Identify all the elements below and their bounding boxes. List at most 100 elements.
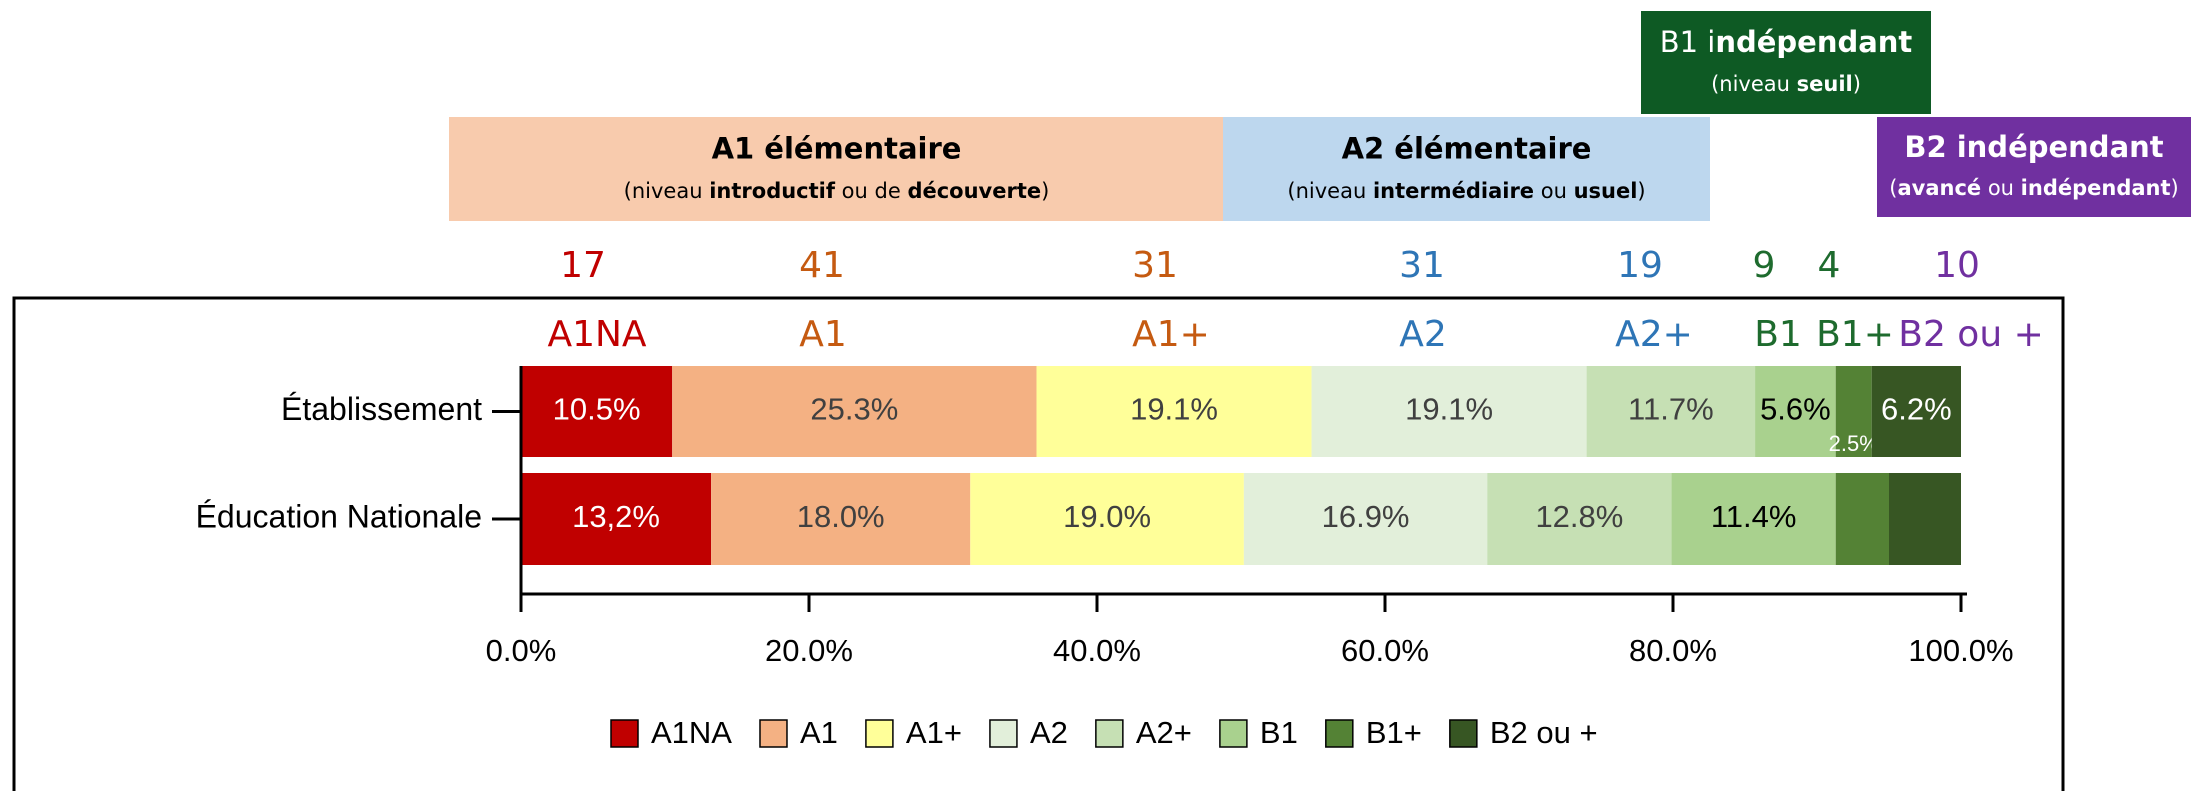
count-label: 10 bbox=[1934, 245, 1980, 286]
bar-segment bbox=[970, 473, 1244, 565]
legend-swatch bbox=[759, 719, 788, 748]
legend-swatch bbox=[1219, 719, 1248, 748]
bar-segment bbox=[672, 366, 1037, 457]
count-label: 31 bbox=[1132, 245, 1178, 286]
value-label: 16.9% bbox=[1322, 499, 1410, 534]
banner-text-part: ndépendant bbox=[1715, 25, 1912, 59]
bar-segment bbox=[1755, 366, 1836, 457]
legend-swatch bbox=[1095, 719, 1124, 748]
level-label: A2+ bbox=[1615, 314, 1693, 355]
banner-text-part: indépendant bbox=[2021, 176, 2171, 200]
banner-text-part: ou de bbox=[835, 179, 907, 203]
legend-label: B2 ou + bbox=[1490, 715, 1598, 750]
banner-title: B2 indépendant bbox=[1904, 130, 2163, 164]
banner-text-part: (niveau bbox=[624, 179, 710, 203]
banner-subtitle: (avancé ou indépendant) bbox=[1889, 176, 2178, 200]
legend-label: B1+ bbox=[1366, 715, 1422, 750]
bar-segment bbox=[1835, 473, 1889, 565]
bar-segment bbox=[711, 473, 971, 565]
bar-segment bbox=[521, 366, 673, 457]
bar-segment bbox=[1586, 366, 1756, 457]
banner-title: A2 élémentaire bbox=[1342, 131, 1592, 165]
value-label: 11.7% bbox=[1628, 392, 1714, 427]
value-label: 19.0% bbox=[1063, 499, 1151, 534]
count-label: 19 bbox=[1617, 245, 1663, 286]
x-tick-label: 80.0% bbox=[1629, 633, 1717, 668]
x-tick-label: 20.0% bbox=[765, 633, 853, 668]
level-label: B2 ou + bbox=[1898, 314, 2044, 355]
count-label: 17 bbox=[560, 245, 606, 286]
value-label: 10.5% bbox=[553, 392, 641, 427]
value-label: 18.0% bbox=[797, 499, 885, 534]
y-tick-label: Établissement bbox=[281, 391, 482, 427]
legend-swatch bbox=[610, 719, 639, 748]
bar-segment bbox=[1671, 473, 1836, 565]
level-label: B1 bbox=[1754, 314, 1802, 355]
banner-text-part: avancé bbox=[1897, 176, 1981, 200]
value-label: 6.2% bbox=[1881, 392, 1952, 427]
banner-title: A1 élémentaire bbox=[712, 131, 962, 165]
banner-title: B1 indépendant bbox=[1660, 25, 1913, 59]
count-label: 9 bbox=[1753, 245, 1776, 286]
value-label: 2.5% bbox=[1829, 431, 1879, 456]
bar-segment bbox=[1871, 366, 1961, 457]
value-label: 19.1% bbox=[1130, 392, 1218, 427]
legend-swatch bbox=[1449, 719, 1478, 748]
legend-label: A1 bbox=[800, 715, 838, 750]
banner-text-part: ou bbox=[1981, 176, 2021, 200]
legend-swatch bbox=[989, 719, 1018, 748]
x-tick-label: 100.0% bbox=[1908, 633, 2013, 668]
count-label: 31 bbox=[1399, 245, 1445, 286]
banner-text-part: B1 i bbox=[1660, 25, 1716, 59]
legend-swatch bbox=[1325, 719, 1354, 748]
banner-subtitle: (niveau intermédiaire ou usuel) bbox=[1287, 179, 1645, 203]
level-label: B1+ bbox=[1816, 314, 1894, 355]
value-label: 13,2% bbox=[572, 499, 660, 534]
banner-text-part: introductif bbox=[709, 179, 836, 203]
legend-label: B1 bbox=[1260, 715, 1298, 750]
value-label: 12.8% bbox=[1535, 499, 1623, 534]
banner-text-part: seuil bbox=[1797, 72, 1853, 96]
banner-text-part: ) bbox=[2171, 176, 2179, 200]
value-label: 5.6% bbox=[1760, 392, 1831, 427]
banner-text-part: ou bbox=[1534, 179, 1574, 203]
banner-text-part: (niveau bbox=[1287, 179, 1373, 203]
banner-text-part: A2 élémentaire bbox=[1342, 131, 1592, 165]
bar-segment bbox=[1243, 473, 1488, 565]
bar-segment bbox=[521, 473, 712, 565]
legend-label: A2 bbox=[1030, 715, 1068, 750]
legend-label: A1NA bbox=[651, 715, 732, 750]
banner-text-part: intermédiaire bbox=[1373, 179, 1534, 203]
value-label: 19.1% bbox=[1405, 392, 1493, 427]
bar-segment bbox=[1036, 366, 1312, 457]
banner-subtitle: (niveau introductif ou de découverte) bbox=[624, 179, 1050, 203]
y-tick-label: Éducation Nationale bbox=[196, 498, 482, 534]
banner-subtitle: (niveau seuil) bbox=[1711, 72, 1861, 96]
legend-label: A1+ bbox=[906, 715, 962, 750]
legend-label: A2+ bbox=[1136, 715, 1192, 750]
banner-text-part: ) bbox=[1041, 179, 1049, 203]
banner-text-part: (niveau bbox=[1711, 72, 1797, 96]
level-label: A1 bbox=[799, 314, 847, 355]
banner-text-part: B2 indépendant bbox=[1904, 130, 2163, 164]
level-label: A1NA bbox=[547, 314, 646, 355]
bar-segment bbox=[1311, 366, 1587, 457]
bar-segment bbox=[1487, 473, 1672, 565]
level-banner bbox=[1877, 117, 2191, 217]
bar-segment bbox=[1835, 366, 1872, 457]
banner-text-part: A1 élémentaire bbox=[712, 131, 962, 165]
level-banner bbox=[449, 117, 1224, 221]
banner-text-part: usuel bbox=[1574, 179, 1638, 203]
banner-text-part: découverte bbox=[907, 179, 1041, 203]
legend-swatch bbox=[865, 719, 894, 748]
level-label: A1+ bbox=[1132, 314, 1210, 355]
value-label: 11.4% bbox=[1711, 499, 1797, 534]
level-banner bbox=[1223, 117, 1710, 221]
level-banner bbox=[1641, 11, 1931, 114]
plot-frame bbox=[12, 296, 2065, 791]
count-label: 4 bbox=[1818, 245, 1841, 286]
bar-segment bbox=[1889, 473, 1961, 565]
x-tick-label: 0.0% bbox=[486, 633, 557, 668]
level-label: A2 bbox=[1399, 314, 1447, 355]
